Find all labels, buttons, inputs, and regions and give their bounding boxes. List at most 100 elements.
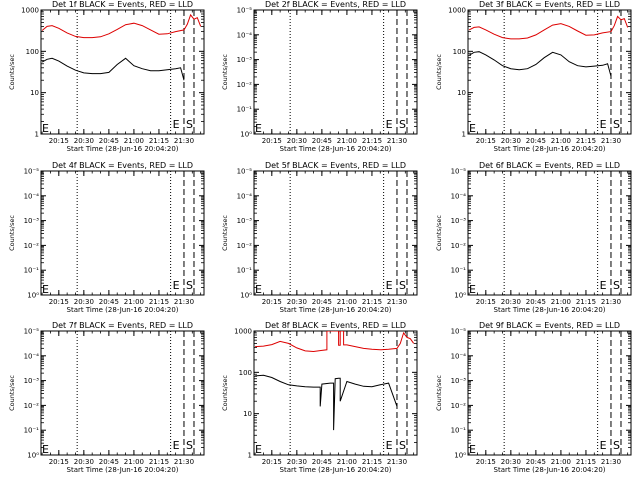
x-tick-label: 20:45 bbox=[312, 137, 332, 145]
x-tick-label: 21:15 bbox=[149, 458, 169, 466]
x-tick-label: 20:45 bbox=[99, 458, 119, 466]
chart-title: Det 2f BLACK = Events, RED = LLD bbox=[265, 0, 406, 9]
y-tick-label: 10⁻⁴ bbox=[451, 192, 467, 200]
event-marker-e: E bbox=[255, 122, 262, 135]
x-tick-label: 20:45 bbox=[312, 298, 332, 306]
y-tick-label: 10⁰ bbox=[27, 292, 39, 300]
y-tick-label: 10 bbox=[457, 89, 466, 97]
event-marker-s: S bbox=[186, 118, 193, 131]
x-tick-label: 21:15 bbox=[576, 458, 596, 466]
event-marker-s: S bbox=[399, 118, 406, 131]
y-tick-label: 10⁰ bbox=[240, 292, 252, 300]
event-marker-e: E bbox=[469, 283, 476, 296]
event-marker-e: E bbox=[386, 118, 393, 131]
event-marker-e: E bbox=[173, 118, 180, 131]
y-tick-label: 10⁰ bbox=[454, 452, 466, 460]
x-tick-label: 21:30 bbox=[387, 458, 407, 466]
chart-panel: Det 8f BLACK = Events, RED = LLD Counts/s… bbox=[221, 321, 418, 474]
y-tick-label: 10⁻¹ bbox=[24, 267, 40, 275]
x-tick-label: 21:15 bbox=[149, 137, 169, 145]
y-tick-label: 10⁻⁵ bbox=[237, 7, 253, 15]
event-marker-e: E bbox=[173, 279, 180, 292]
chart-title: Det 6f BLACK = Events, RED = LLD bbox=[479, 161, 620, 170]
series-line-black bbox=[468, 51, 612, 77]
y-tick-label: 10⁻² bbox=[24, 402, 40, 410]
chart-panel: Det 6f BLACK = Events, RED = LLD Counts/s… bbox=[435, 161, 632, 314]
y-tick-label: 10⁻⁵ bbox=[24, 168, 40, 176]
x-tick-label: 20:45 bbox=[526, 298, 546, 306]
plot-frame bbox=[40, 330, 205, 456]
event-marker-e: E bbox=[42, 122, 49, 135]
x-tick-label: 21:30 bbox=[174, 458, 194, 466]
y-tick-label: 1000 bbox=[21, 7, 39, 15]
y-tick-label: 10⁻⁴ bbox=[451, 352, 467, 360]
y-tick-label: 10⁻⁵ bbox=[24, 328, 40, 336]
y-tick-label: 10⁻³ bbox=[451, 377, 467, 385]
event-marker-e: E bbox=[386, 279, 393, 292]
x-tick-label: 20:30 bbox=[501, 137, 521, 145]
y-axis-label: Counts/sec bbox=[435, 215, 443, 251]
chart-title: Det 5f BLACK = Events, RED = LLD bbox=[265, 161, 406, 170]
x-tick-label: 21:30 bbox=[601, 458, 621, 466]
y-tick-label: 10⁻¹ bbox=[451, 427, 467, 435]
event-marker-e: E bbox=[600, 118, 607, 131]
x-axis-label: Start Time (28-Jun-16 20:04:20) bbox=[494, 306, 606, 314]
x-axis-label: Start Time (28-Jun-16 20:04:20) bbox=[494, 466, 606, 474]
x-tick-label: 20:45 bbox=[526, 458, 546, 466]
x-tick-label: 20:30 bbox=[287, 298, 307, 306]
x-axis-label: Start Time (28-Jun-16 20:04:20) bbox=[280, 466, 392, 474]
event-marker-s: S bbox=[399, 279, 406, 292]
x-axis-label: Start Time (28-Jun-16 20:04:20) bbox=[67, 306, 179, 314]
x-tick-label: 20:15 bbox=[476, 458, 496, 466]
y-tick-label: 10⁻¹ bbox=[451, 267, 467, 275]
y-tick-label: 10⁻² bbox=[237, 81, 253, 89]
x-tick-label: 21:00 bbox=[551, 458, 571, 466]
x-tick-label: 20:45 bbox=[99, 298, 119, 306]
chart-panel: Det 5f BLACK = Events, RED = LLD Counts/s… bbox=[221, 161, 418, 314]
chart-panel: Det 3f BLACK = Events, RED = LLD Counts/s… bbox=[435, 0, 632, 153]
x-tick-label: 21:15 bbox=[149, 298, 169, 306]
y-tick-label: 10⁻³ bbox=[451, 217, 467, 225]
x-tick-label: 21:30 bbox=[601, 298, 621, 306]
plot-frame bbox=[40, 9, 205, 135]
chart-panel: Det 2f BLACK = Events, RED = LLD Counts/s… bbox=[221, 0, 418, 153]
y-tick-label: 10⁰ bbox=[240, 131, 252, 139]
y-tick-label: 1 bbox=[248, 452, 252, 460]
event-marker-s: S bbox=[613, 118, 620, 131]
y-axis-label: Counts/sec bbox=[8, 375, 16, 411]
event-marker-e: E bbox=[42, 443, 49, 456]
x-tick-label: 21:00 bbox=[124, 137, 144, 145]
x-tick-label: 20:15 bbox=[262, 137, 282, 145]
chart-panel: Det 4f BLACK = Events, RED = LLD Counts/s… bbox=[8, 161, 205, 314]
y-axis-label: Counts/sec bbox=[435, 54, 443, 90]
y-tick-label: 10⁻⁵ bbox=[237, 168, 253, 176]
plot-frame bbox=[467, 170, 632, 296]
y-tick-label: 100 bbox=[239, 369, 252, 377]
x-tick-label: 21:15 bbox=[576, 137, 596, 145]
x-tick-label: 20:45 bbox=[526, 137, 546, 145]
y-tick-label: 10⁻¹ bbox=[237, 106, 253, 114]
y-tick-label: 10 bbox=[243, 410, 252, 418]
x-tick-label: 21:30 bbox=[387, 137, 407, 145]
x-tick-label: 21:00 bbox=[337, 137, 357, 145]
x-tick-label: 20:15 bbox=[49, 458, 69, 466]
y-tick-label: 10⁻⁵ bbox=[451, 168, 467, 176]
y-axis-label: Counts/sec bbox=[221, 215, 229, 251]
y-tick-label: 10⁻³ bbox=[24, 217, 40, 225]
y-axis-label: Counts/sec bbox=[221, 375, 229, 411]
y-axis-label: Counts/sec bbox=[8, 54, 16, 90]
event-marker-s: S bbox=[186, 279, 193, 292]
y-tick-label: 10⁻² bbox=[451, 242, 467, 250]
series-line-red bbox=[468, 15, 629, 40]
y-tick-label: 10⁻³ bbox=[237, 56, 253, 64]
chart-title: Det 1f BLACK = Events, RED = LLD bbox=[52, 0, 193, 9]
y-tick-label: 10⁰ bbox=[454, 292, 466, 300]
x-tick-label: 21:30 bbox=[174, 137, 194, 145]
x-tick-label: 20:15 bbox=[476, 298, 496, 306]
event-marker-s: S bbox=[613, 439, 620, 452]
x-axis-label: Start Time (28-Jun-16 20:04:20) bbox=[494, 145, 606, 153]
event-marker-e: E bbox=[173, 439, 180, 452]
x-tick-label: 21:00 bbox=[124, 458, 144, 466]
event-marker-e: E bbox=[600, 279, 607, 292]
